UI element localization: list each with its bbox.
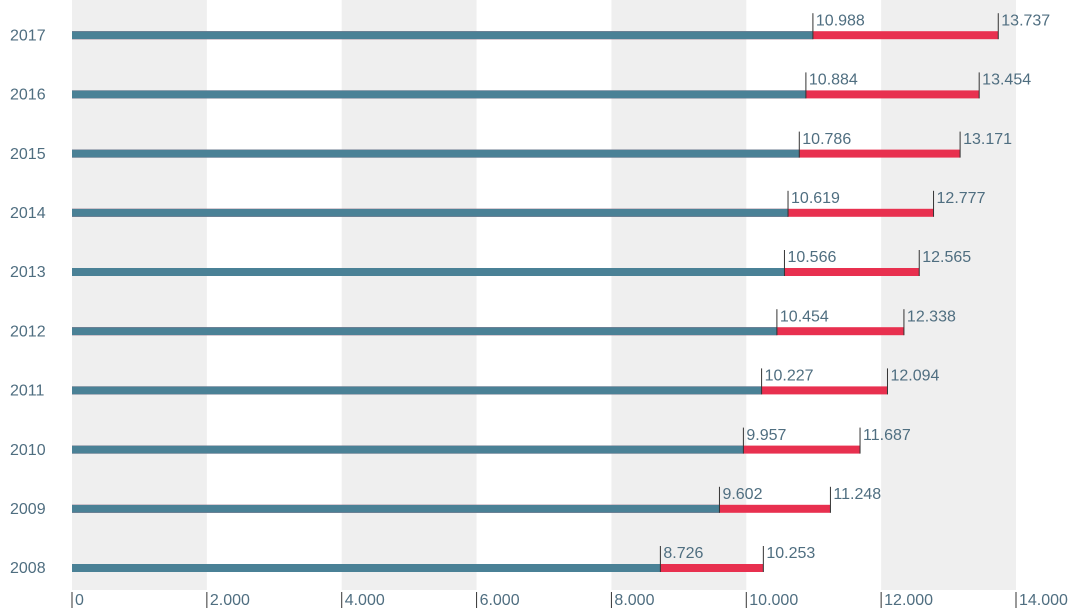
x-tick-label: 10.000 [749,592,798,609]
bar [72,268,785,276]
bar [72,208,789,217]
category-label: 2009 [10,501,46,518]
category-label: 2011 [10,383,45,400]
value-label: 12.777 [937,190,986,207]
category-label: 2012 [10,323,46,340]
value-label: 10.988 [816,12,865,29]
bar [72,149,800,158]
bar [72,386,762,395]
category-label: 2014 [10,205,46,222]
bar [72,445,744,454]
value-label: 10.227 [765,368,814,385]
grid-band [72,0,207,590]
bar [72,564,661,572]
category-label: 2013 [10,264,46,281]
x-tick-label: 4.000 [345,592,385,609]
x-tick-label: 6.000 [480,592,520,609]
x-tick-label: 0 [75,592,84,609]
bar [72,90,806,99]
value-label: 10.786 [802,131,851,148]
x-tick-label: 12.000 [884,592,933,609]
value-label: 10.619 [791,190,840,207]
category-label: 2017 [10,27,46,44]
bar [72,327,777,336]
bar [72,504,720,513]
x-tick-label: 14.000 [1019,592,1068,609]
value-label: 10.454 [780,308,829,325]
value-label: 10.566 [787,249,836,266]
value-label: 11.248 [833,486,881,503]
bar [72,31,813,40]
value-label: 10.253 [766,545,815,562]
category-label: 2016 [10,87,46,104]
value-label: 13.454 [982,72,1031,89]
value-label: 12.094 [890,368,939,385]
value-label: 11.687 [863,427,911,444]
value-label: 8.726 [663,545,703,562]
category-label: 2010 [10,442,46,459]
value-label: 12.565 [922,249,971,266]
category-label: 2008 [10,560,46,577]
value-label: 9.602 [722,486,762,503]
x-tick-label: 8.000 [614,592,654,609]
x-tick-label: 2.000 [210,592,250,609]
value-label: 12.338 [907,308,956,325]
value-label: 13.171 [963,131,1012,148]
grid-band [341,0,477,590]
value-label: 13.737 [1001,12,1050,29]
category-label: 2015 [10,146,46,163]
value-label: 10.884 [809,72,858,89]
value-label: 9.957 [746,427,786,444]
